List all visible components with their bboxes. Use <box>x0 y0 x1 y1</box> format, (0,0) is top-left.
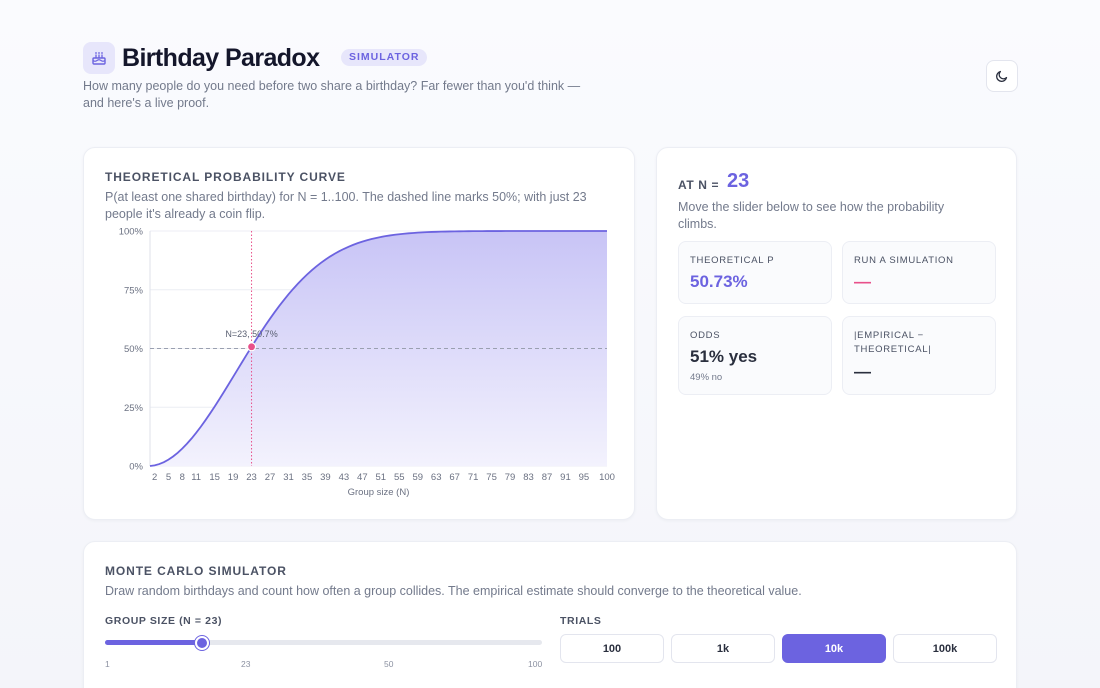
slider-tick-50: 50 <box>384 659 394 669</box>
monte-carlo-card: MONTE CARLO SIMULATOR Draw random birthd… <box>83 541 1017 688</box>
probability-area <box>150 231 607 466</box>
x-tick-label: 2 <box>152 472 157 483</box>
y-tick-label: 50% <box>124 344 144 355</box>
monte-carlo-title: MONTE CARLO SIMULATOR <box>105 564 287 578</box>
probability-chart: 0% 25% 50% 75% 100% 2 5 8 11 15 19 23 27 31 35 39 43 47 51… <box>119 227 615 499</box>
monte-carlo-description: Draw random birthdays and count how ofte… <box>105 584 802 598</box>
x-tick-label: 95 <box>579 472 590 483</box>
at-n-label: AT N = <box>678 178 720 192</box>
x-tick-label: 47 <box>357 472 368 483</box>
tile-label: RUN A SIMULATION <box>854 255 954 266</box>
x-tick-label: 43 <box>339 472 350 483</box>
slider-tick-min: 1 <box>105 659 110 669</box>
tile-label: |EMPIRICAL − THEORETICAL| <box>854 330 932 355</box>
chart-card-description: P(at least one shared birthday) for N = … <box>105 190 587 221</box>
simulator-badge: SIMULATOR <box>341 49 428 66</box>
tile-label: THEORETICAL P <box>690 255 775 266</box>
x-tick-label: 83 <box>523 472 534 483</box>
marker-point <box>246 342 257 352</box>
at-n-stats-card: AT N = 23 Move the slider below to see h… <box>656 147 1017 520</box>
trials-100k-button[interactable]: 100k <box>893 634 997 663</box>
y-tick-label: 75% <box>124 285 144 296</box>
theoretical-p-tile: THEORETICAL P 50.73% <box>678 241 832 304</box>
page-title: Birthday Paradox <box>122 44 320 72</box>
x-tick-label: 67 <box>449 472 460 483</box>
x-tick-label: 59 <box>412 472 423 483</box>
y-tick-label: 0% <box>129 462 143 473</box>
x-tick-label: 87 <box>542 472 553 483</box>
x-tick-label: 15 <box>209 472 220 483</box>
odds-tile: ODDS 51% yes 49% no <box>678 316 832 395</box>
header: Birthday Paradox SIMULATOR How many peop… <box>83 42 1023 122</box>
y-tick-label: 25% <box>124 403 144 414</box>
theme-toggle-button[interactable] <box>986 60 1018 92</box>
x-axis-label: Group size (N) <box>348 487 410 498</box>
chart-card-title: THEORETICAL PROBABILITY CURVE <box>105 170 346 184</box>
x-tick-label: 5 <box>166 472 171 483</box>
simulation-tile: RUN A SIMULATION — <box>842 241 996 304</box>
x-tick-label: 23 <box>246 472 257 483</box>
group-size-slider[interactable] <box>105 635 542 650</box>
slider-tick-max: 100 <box>528 659 543 669</box>
theoretical-p-value: 50.73% <box>690 272 748 291</box>
x-tick-label: 39 <box>320 472 331 483</box>
x-tick-label: 11 <box>191 472 201 483</box>
x-tick-label: 8 <box>180 472 185 483</box>
x-tick-label: 63 <box>431 472 442 483</box>
odds-sub: 49% no <box>690 372 723 383</box>
error-value: — <box>854 362 871 381</box>
x-tick-label: 79 <box>505 472 516 483</box>
moon-icon <box>996 70 1008 82</box>
x-tick-label: 100 <box>599 472 615 483</box>
trials-100-button[interactable]: 100 <box>560 634 664 663</box>
x-tick-label: 35 <box>302 472 313 483</box>
group-size-label: GROUP SIZE (N = 23) <box>105 615 223 627</box>
x-tick-label: 91 <box>560 472 571 483</box>
x-tick-label: 51 <box>376 472 387 483</box>
trials-1k-button[interactable]: 1k <box>671 634 775 663</box>
trials-label: TRIALS <box>560 615 602 627</box>
trials-10k-button[interactable]: 10k <box>782 634 886 663</box>
x-tick-label: 31 <box>283 472 294 483</box>
x-tick-label: 27 <box>265 472 276 483</box>
tile-label: ODDS <box>690 330 721 341</box>
probability-curve <box>149 230 607 467</box>
at-n-value: 23 <box>727 170 750 192</box>
slider-tick-23: 23 <box>241 659 251 669</box>
x-tick-label: 75 <box>486 472 497 483</box>
error-tile: |EMPIRICAL − THEORETICAL| — <box>842 316 996 395</box>
slider-fill <box>105 640 203 645</box>
at-n-description: Move the slider below to see how the pro… <box>678 200 945 231</box>
x-tick-label: 55 <box>394 472 405 483</box>
cake-icon <box>83 42 115 74</box>
page-subtitle: How many people do you need before two s… <box>83 79 581 110</box>
x-tick-label: 19 <box>228 472 239 483</box>
simulation-value: — <box>854 272 871 291</box>
y-tick-label: 100% <box>119 227 144 238</box>
x-tick-label: 71 <box>468 472 479 483</box>
slider-thumb[interactable] <box>195 635 210 650</box>
probability-curve-card: THEORETICAL PROBABILITY CURVE P(at least… <box>83 147 635 520</box>
odds-value: 51% yes <box>690 347 758 366</box>
marker-label: N=23, 50.7% <box>225 329 277 339</box>
